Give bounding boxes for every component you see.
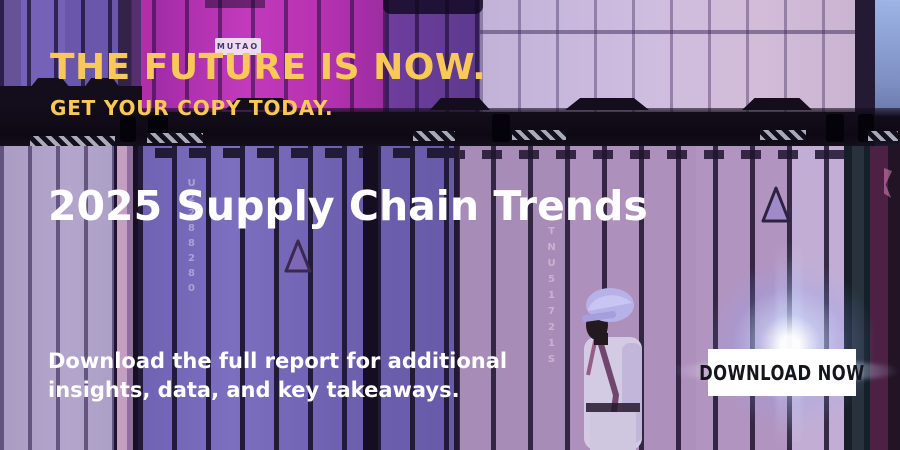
container-divider	[114, 146, 138, 450]
worker-figure	[582, 288, 642, 450]
container-top-shadow	[205, 0, 265, 8]
rib-hook-row	[138, 148, 454, 158]
container-top-shadow	[383, 0, 483, 14]
container-seam	[480, 30, 855, 34]
download-now-label: DOWNLOAD NOW	[699, 360, 865, 385]
container-marking-left: U2288280	[186, 178, 197, 298]
container-top-magenta	[152, 0, 385, 112]
page-title: 2025 Supply Chain Trends	[48, 182, 648, 230]
container-divider	[363, 146, 378, 450]
corner-casting	[492, 114, 510, 142]
download-now-button[interactable]: DOWNLOAD NOW	[699, 349, 864, 396]
triangle-marking-icon	[761, 186, 791, 223]
rail-cleat	[30, 78, 70, 88]
container-bottom-left-lavender	[0, 146, 114, 450]
container-id-text: MUTAO	[216, 42, 260, 51]
container-top-purple	[385, 0, 480, 112]
container-top-lavender	[480, 0, 855, 112]
corner-casting	[120, 116, 136, 142]
corner-casting	[826, 114, 844, 142]
eyebrow-headline: THE FUTURE IS NOW.	[50, 47, 487, 88]
hazard-stripe	[868, 131, 898, 141]
rail-cleat	[742, 98, 812, 110]
eyebrow-subheadline: GET YOUR COPY TODAY.	[50, 96, 334, 120]
body-text: Download the full report for additional …	[48, 347, 507, 405]
triangle-marking-icon	[284, 239, 312, 273]
rib-hook-row	[460, 150, 844, 159]
worker-belt	[586, 403, 640, 412]
rail-cleat	[430, 98, 490, 110]
hazard-stripe	[147, 133, 203, 143]
hazard-stripe	[760, 130, 806, 140]
container-marking-right: TNU51721S	[546, 226, 557, 370]
lens-flare-glow	[700, 255, 880, 435]
hazard-stripe	[413, 131, 455, 141]
hazard-stripe	[512, 130, 566, 140]
hazard-stripe	[30, 136, 115, 146]
container-bottom-purple	[138, 146, 454, 450]
body-text-line1: Download the full report for additional	[48, 349, 508, 373]
body-text-line2: insights, data, and key takeaways.	[48, 378, 460, 402]
rail-cleat	[225, 98, 295, 110]
rail-cleat	[84, 78, 120, 88]
container-id-plate: MUTAO	[215, 38, 261, 55]
rail-cleat	[565, 98, 649, 110]
